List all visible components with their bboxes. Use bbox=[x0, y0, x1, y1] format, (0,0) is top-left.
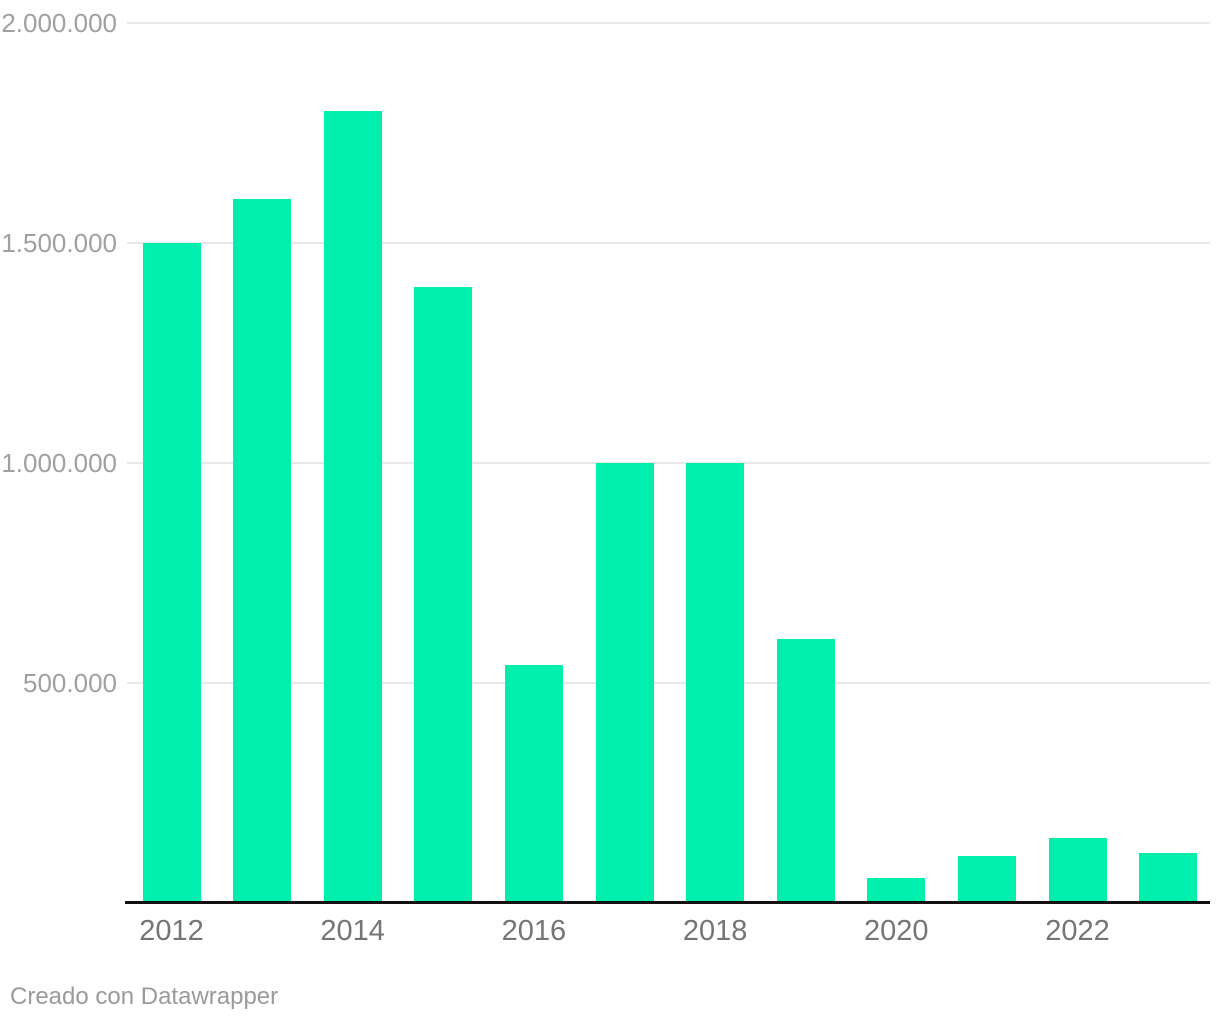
x-axis-label: 2020 bbox=[864, 915, 929, 947]
y-axis-label: 500.000 bbox=[23, 668, 117, 698]
bar-2020[interactable] bbox=[867, 878, 926, 903]
y-axis-label: 1.500.000 bbox=[1, 228, 117, 258]
x-axis-label: 2016 bbox=[501, 915, 567, 947]
bar-2014[interactable] bbox=[323, 111, 382, 903]
y-axis-label: 1.000.000 bbox=[1, 448, 117, 478]
bar-2023[interactable] bbox=[1139, 853, 1198, 903]
bar-2016[interactable] bbox=[504, 665, 563, 903]
x-axis-label: 2014 bbox=[320, 915, 385, 947]
x-axis-label: 2022 bbox=[1045, 915, 1110, 947]
x-axis-line bbox=[125, 901, 1210, 904]
bar-2015[interactable] bbox=[414, 287, 473, 903]
bar-2012[interactable] bbox=[142, 243, 201, 903]
credit-text: Creado con Datawrapper bbox=[10, 983, 279, 1010]
bar-2018[interactable] bbox=[686, 463, 745, 903]
x-axis-label: 2018 bbox=[682, 915, 748, 947]
credit-line: Creado con Datawrapper bbox=[10, 983, 278, 1011]
gridline bbox=[127, 242, 1210, 244]
gridline bbox=[127, 682, 1210, 684]
gridline bbox=[127, 462, 1210, 464]
bar-2022[interactable] bbox=[1048, 838, 1107, 903]
gridline bbox=[127, 22, 1210, 24]
x-axis-label: 2012 bbox=[139, 915, 204, 947]
bar-2017[interactable] bbox=[595, 463, 654, 903]
y-axis-label: 2.000.000 bbox=[1, 8, 117, 38]
bar-2021[interactable] bbox=[957, 856, 1016, 903]
bar-2013[interactable] bbox=[233, 199, 292, 903]
bar-2019[interactable] bbox=[776, 639, 835, 903]
